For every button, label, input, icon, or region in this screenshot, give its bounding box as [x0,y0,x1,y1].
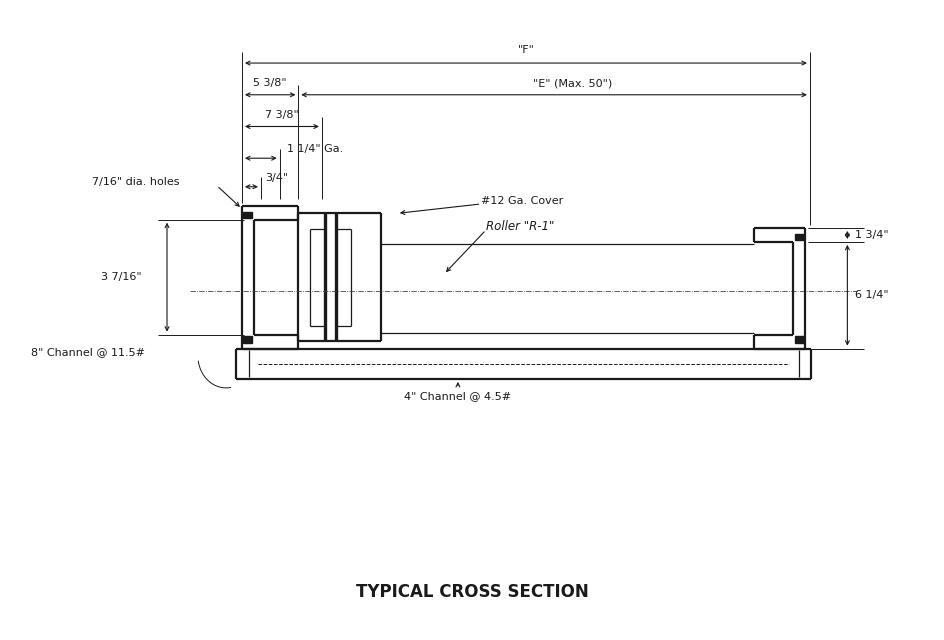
Bar [243,211,252,218]
Text: 5 3/8": 5 3/8" [253,79,287,88]
Bar [795,234,804,240]
Text: "F": "F" [517,45,534,55]
Text: 3/4": 3/4" [265,173,289,183]
Text: 1 1/4" Ga.: 1 1/4" Ga. [287,144,344,154]
Text: 6 1/4": 6 1/4" [855,291,888,300]
Text: 1 3/4": 1 3/4" [855,230,888,240]
Text: 7 3/8": 7 3/8" [265,110,299,120]
Text: 8" Channel @ 11.5#: 8" Channel @ 11.5# [31,347,145,356]
Bar [795,337,804,343]
Text: 7/16" dia. holes: 7/16" dia. holes [92,177,179,187]
Text: 4" Channel @ 4.5#: 4" Channel @ 4.5# [404,391,512,401]
Text: 3 7/16": 3 7/16" [101,272,142,282]
Bar [243,337,252,343]
Text: #12 Ga. Cover: #12 Ga. Cover [481,196,564,205]
Text: "E" (Max. 50"): "E" (Max. 50") [533,79,613,88]
Text: TYPICAL CROSS SECTION: TYPICAL CROSS SECTION [356,582,588,600]
Text: Roller "R-1": Roller "R-1" [486,220,554,232]
